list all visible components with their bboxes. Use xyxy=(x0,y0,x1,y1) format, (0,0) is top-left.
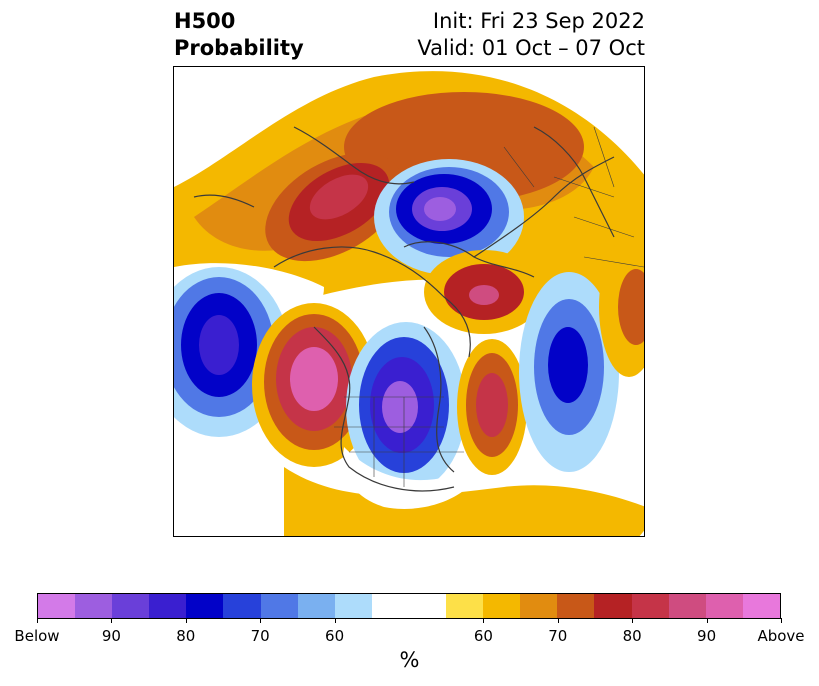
scandinavia-high-3 xyxy=(469,285,499,305)
colorbar-tick-mark xyxy=(483,618,485,623)
colorbar-swatch xyxy=(223,594,261,618)
colorbar-swatch xyxy=(446,594,484,618)
colorbar-tick-mark xyxy=(334,618,336,623)
colorbar-tick-label: 90 xyxy=(101,627,121,645)
colorbar-swatch xyxy=(38,594,76,618)
colorbar-tick-label: 70 xyxy=(548,627,568,645)
colorbar-swatch xyxy=(260,594,298,618)
colorbar-swatch xyxy=(668,594,706,618)
colorbar-swatch xyxy=(557,594,595,618)
colorbar-swatch xyxy=(520,594,558,618)
alaska-high-4 xyxy=(290,347,338,411)
subtropic-band xyxy=(284,467,644,536)
colorbar-swatch xyxy=(483,594,521,618)
title-right: Init: Fri 23 Sep 2022 Valid: 01 Oct – 07… xyxy=(417,8,645,62)
colorbar xyxy=(37,593,781,619)
colorbar-swatch xyxy=(75,594,113,618)
colorbar-tick-label: 70 xyxy=(250,627,270,645)
colorbar-tick-mark xyxy=(632,618,634,623)
colorbar-swatch xyxy=(705,594,743,618)
colorbar-tick-mark xyxy=(111,618,113,623)
colorbar-swatch xyxy=(186,594,224,618)
atlantic-high-3 xyxy=(476,373,508,437)
colorbar-tick-label: 60 xyxy=(473,627,493,645)
colorbar-tick-label: Above xyxy=(757,627,805,645)
colorbar-tick-mark xyxy=(185,618,187,623)
polar-low-5 xyxy=(424,197,456,221)
title-product: Probability xyxy=(174,36,304,60)
coastlines xyxy=(193,126,615,492)
europe-high-inner xyxy=(618,269,644,345)
colorbar-swatch xyxy=(742,594,780,618)
colorbar-swatch xyxy=(112,594,150,618)
siberia-high-3 xyxy=(309,174,369,220)
colorbar-tick-label: 80 xyxy=(622,627,642,645)
colorbar-swatch xyxy=(149,594,187,618)
colorbar-swatch xyxy=(594,594,632,618)
colorbar-unit-label: % xyxy=(399,648,420,672)
colorbar-swatch xyxy=(371,594,409,618)
colorbar-tick-mark xyxy=(260,618,262,623)
valid-range: Valid: 01 Oct – 07 Oct xyxy=(417,36,645,60)
colorbar-swatch xyxy=(297,594,335,618)
pacific-low-4 xyxy=(199,315,239,375)
canada-low-4 xyxy=(382,381,418,433)
colorbar-tick-labels: Below 90 80 70 60 60 70 80 90 Above xyxy=(0,627,819,647)
colorbar-tick-mark xyxy=(557,618,559,623)
colorbar-tick-mark xyxy=(781,618,782,623)
colorbar-swatch xyxy=(408,594,447,618)
colorbar-swatch xyxy=(334,594,372,618)
atlantic-low-3 xyxy=(548,327,588,403)
colorbar-tick-label: Below xyxy=(14,627,60,645)
colorbar-swatch xyxy=(631,594,669,618)
map-panel xyxy=(173,66,645,537)
subtropic-white xyxy=(343,447,476,509)
probability-map xyxy=(174,67,644,536)
borders xyxy=(334,126,644,487)
title-left: H500 Probability xyxy=(174,8,304,62)
colorbar-tick-label: 60 xyxy=(325,627,345,645)
colorbar-tick-mark xyxy=(37,618,38,623)
colorbar-tick-label: 80 xyxy=(176,627,196,645)
colorbar-tick-label: 90 xyxy=(697,627,717,645)
title-variable: H500 xyxy=(174,9,236,33)
init-date: Init: Fri 23 Sep 2022 xyxy=(432,9,645,33)
colorbar-tick-mark xyxy=(706,618,708,623)
